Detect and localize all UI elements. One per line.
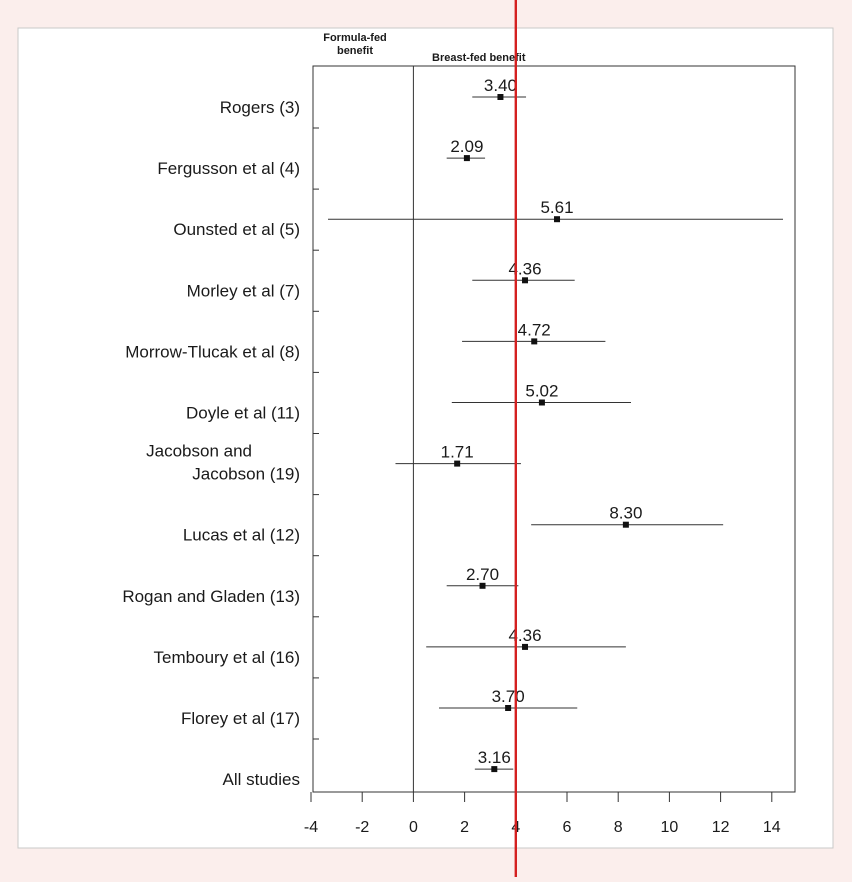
estimate-label: 3.70 (492, 687, 525, 706)
x-tick-label: 6 (563, 819, 572, 836)
estimate-label: 2.09 (450, 137, 483, 156)
study-row: Rogan and Gladen (13) 2.70 (122, 565, 519, 618)
x-tick-label: -2 (355, 819, 369, 836)
estimate-label: 5.02 (525, 382, 558, 401)
x-tick-label: 0 (409, 819, 418, 836)
figure-panel (17, 27, 834, 849)
estimate-label: 3.40 (484, 76, 517, 95)
study-label: Fergusson et al (4) (157, 159, 300, 178)
study-row: Temboury et al (16) 4.36 (154, 626, 626, 679)
study-label: Morrow-Tlucak et al (8) (125, 342, 300, 361)
point-estimate (497, 94, 504, 100)
study-row: Ounsted et al (5) 5.61 (173, 198, 783, 251)
point-estimate (531, 338, 538, 345)
point-estimate (622, 521, 629, 528)
study-label: All studies (223, 770, 300, 789)
x-tick-label: 10 (661, 819, 679, 836)
study-row: Doyle et al (11) 5.02 (186, 382, 631, 434)
x-axis: -4-202468101214 (304, 66, 781, 836)
study-label: Ounsted et al (5) (173, 220, 300, 239)
study-label: Doyle et al (11) (186, 404, 300, 423)
x-tick-label: 8 (614, 819, 623, 836)
header-breast-fed: Breast-fed benefit (432, 52, 526, 64)
estimate-label: 8.30 (609, 504, 642, 523)
point-estimate (522, 277, 529, 284)
estimate-label: 4.36 (508, 259, 541, 278)
study-row: Fergusson et al (4) 2.09 (157, 137, 486, 190)
point-estimate (505, 705, 512, 711)
estimate-label: 4.72 (518, 320, 551, 339)
x-tick-label: 14 (763, 819, 781, 836)
x-tick-label: 12 (712, 819, 730, 836)
study-label: Rogan and Gladen (13) (122, 587, 300, 606)
point-estimate (491, 766, 498, 773)
point-estimate (454, 460, 461, 467)
study-row: Lucas et al (12) 8.30 (183, 504, 724, 557)
study-label: Temboury et al (16) (154, 648, 300, 667)
point-estimate (554, 216, 561, 223)
header-formula-fed-line2: benefit (337, 45, 373, 57)
study-row: Morrow-Tlucak et al (8) 4.72 (125, 320, 606, 373)
point-estimate (538, 399, 545, 406)
study-rows: Rogers (3) 3.40 Fergusson et al (4) 2.09 Oun… (122, 76, 783, 789)
estimate-label: 5.61 (540, 198, 573, 217)
study-row: Florey et al (17) 3.70 (181, 687, 578, 740)
estimate-label: 3.16 (478, 748, 511, 767)
study-label: Florey et al (17) (181, 709, 300, 728)
plot-frame (312, 65, 796, 793)
study-label-line2: Jacobson (19) (192, 465, 300, 484)
x-tick-label: 2 (460, 819, 469, 836)
study-label: Lucas et al (12) (183, 526, 300, 545)
x-tick-label: -4 (304, 819, 318, 836)
header-formula-fed-line1: Formula-fed (323, 32, 387, 44)
study-label: Rogers (3) (220, 98, 300, 117)
estimate-label: 1.71 (441, 443, 474, 462)
study-row: Jacobson and Jacobson (19) 1.71 (146, 442, 521, 496)
point-estimate (463, 155, 470, 162)
study-row: Rogers (3) 3.40 (220, 76, 527, 129)
estimate-label: 2.70 (466, 565, 499, 584)
study-label-line1: Jacobson and (146, 442, 252, 461)
point-estimate (522, 643, 529, 650)
estimate-label: 4.36 (508, 626, 541, 645)
study-label: Morley et al (7) (187, 281, 300, 300)
study-row: All studies 3.16 (223, 748, 514, 789)
point-estimate (479, 582, 486, 589)
